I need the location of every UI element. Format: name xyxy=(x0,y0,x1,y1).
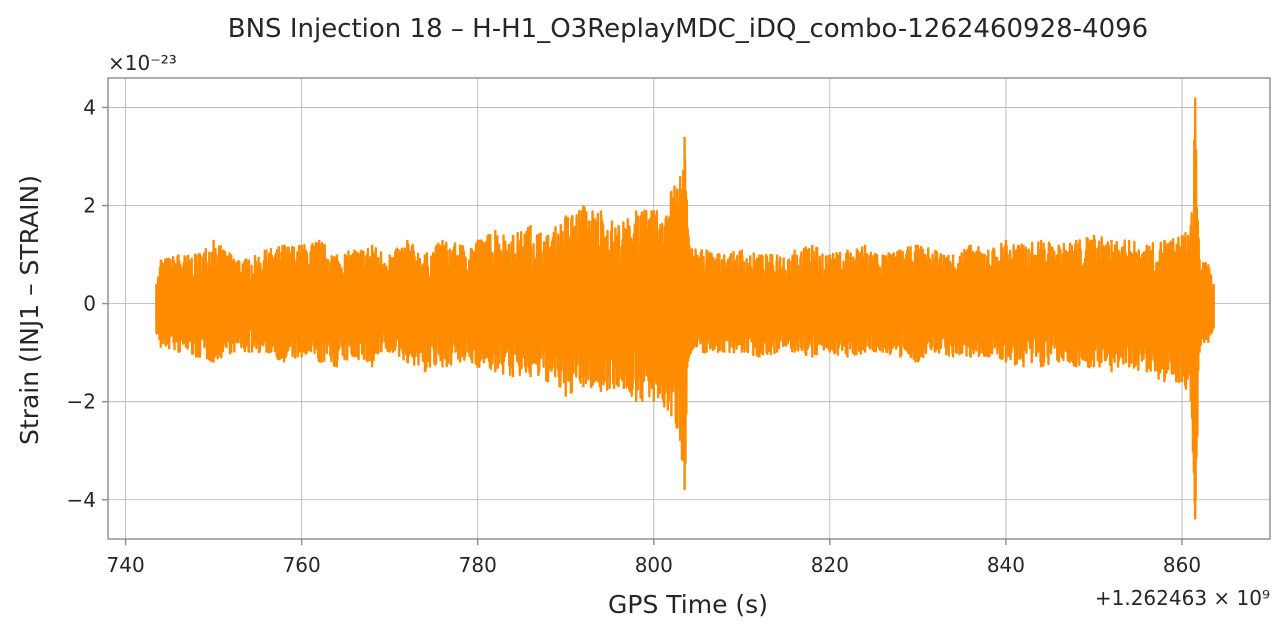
x-axis-label: GPS Time (s) xyxy=(608,590,768,619)
y-tick-label: 0 xyxy=(83,292,96,316)
chart-title: BNS Injection 18 – H-H1_O3ReplayMDC_iDQ_… xyxy=(228,14,1148,44)
plot-area xyxy=(155,97,1215,520)
x-tick-label: 780 xyxy=(459,553,497,577)
x-tick-label: 760 xyxy=(283,553,321,577)
x-tick-label: 860 xyxy=(1163,553,1201,577)
x-tick-label: 840 xyxy=(987,553,1025,577)
y-axis-label: Strain (INJ1 – STRAIN) xyxy=(15,175,44,445)
axes-frame xyxy=(107,77,1271,540)
x-tick-label: 800 xyxy=(635,553,673,577)
y-tick-label: 2 xyxy=(83,194,96,218)
y-tick-label: −2 xyxy=(67,390,96,414)
axis-ticks: 740 760 780 800 820 840 860 −4 −2 0 2 4 xyxy=(67,95,1202,577)
y-multiplier-label: ×10⁻²³ xyxy=(108,51,177,75)
x-tick-label: 740 xyxy=(107,553,145,577)
x-tick-label: 820 xyxy=(811,553,849,577)
x-offset-label: +1.262463 × 10⁹ xyxy=(1095,586,1270,610)
y-tick-label: 4 xyxy=(83,95,96,119)
y-tick-label: −4 xyxy=(67,488,96,512)
